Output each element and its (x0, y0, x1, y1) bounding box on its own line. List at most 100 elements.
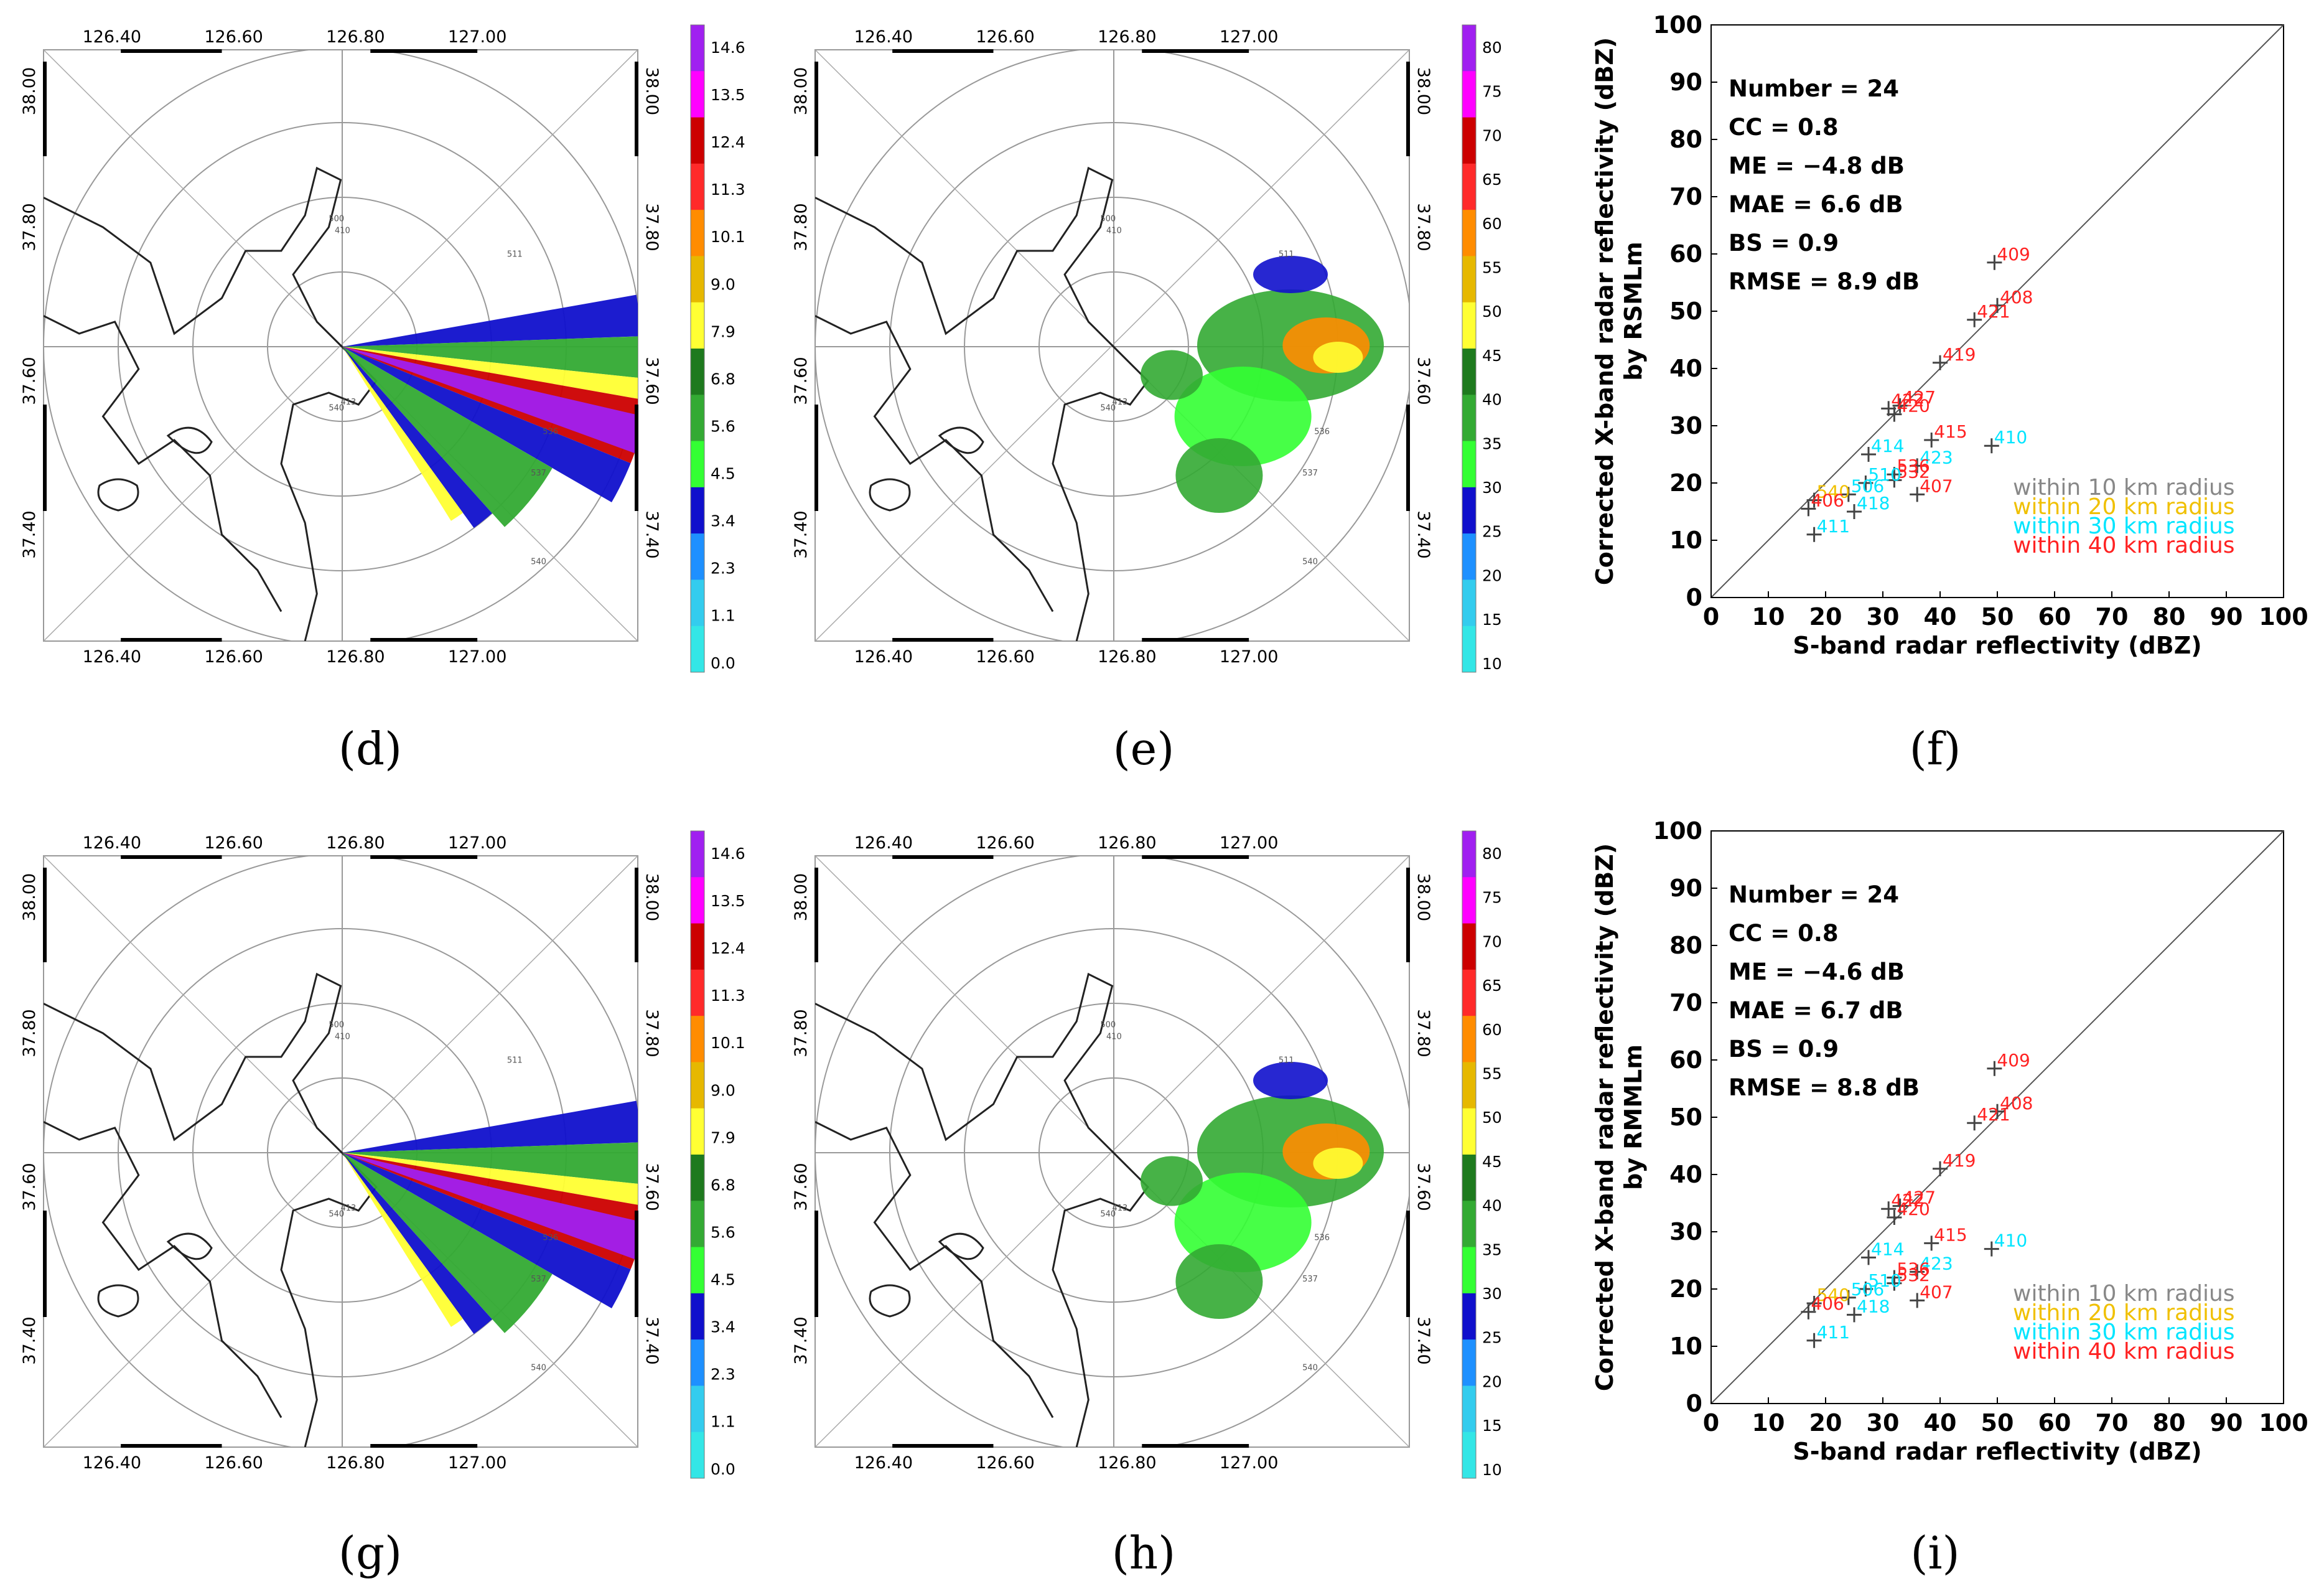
colorbar-segment (691, 349, 704, 395)
data-point-marker (1841, 487, 1856, 502)
colorbar-segment (1462, 210, 1476, 256)
data-point-marker (1858, 476, 1874, 490)
colorbar-tick-label: 20 (1482, 566, 1502, 584)
x-tick-label: 100 (2259, 603, 2308, 631)
lon-tick-top: 126.80 (326, 833, 385, 853)
lon-tick-bottom: 126.80 (1098, 1453, 1156, 1473)
map-panel-g: 500410540413511536537540126.40126.40126.… (20, 833, 661, 1473)
y-tick-label: 0 (1686, 584, 1702, 611)
lat-tick-right: 37.40 (1414, 510, 1433, 558)
data-point-label: 407 (1920, 1282, 1953, 1302)
y-tick-label: 10 (1669, 527, 1702, 554)
x-tick-label: 20 (1809, 603, 1842, 631)
site-label: 511 (507, 250, 523, 260)
x-tick-label: 30 (1867, 603, 1900, 631)
data-point-label: 536 (1897, 456, 1930, 476)
colorbar-segment (691, 1339, 704, 1386)
x-tick-label: 60 (2038, 1409, 2071, 1437)
stat-line: MAE = 6.6 dB (1729, 191, 1903, 218)
colorbar-segment (1462, 923, 1476, 970)
site-label: 511 (507, 1056, 523, 1066)
colorbar-segment (691, 877, 704, 924)
lon-tick-top: 127.00 (1220, 27, 1278, 47)
data-point-marker (1910, 1264, 1925, 1280)
lon-tick-bottom: 126.40 (854, 647, 913, 667)
colorbar-segment (691, 1108, 704, 1155)
site-label: 540 (531, 558, 546, 567)
data-point-marker (1910, 487, 1925, 502)
lon-tick-bottom: 126.60 (976, 1453, 1034, 1473)
y-tick-label: 40 (1669, 355, 1702, 382)
island (97, 478, 139, 512)
reflectivity-cell (1141, 1156, 1203, 1206)
legend-entry: within 30 km radius (2013, 513, 2235, 539)
colorbar-tick-label: 14.6 (711, 39, 745, 57)
colorbar-segment (1462, 1155, 1476, 1201)
colorbar-segment (691, 1247, 704, 1294)
pia-sector (342, 347, 631, 502)
colorbar-segment (1462, 626, 1476, 673)
lat-tick-left: 37.40 (791, 510, 811, 558)
colorbar-segment (691, 1432, 704, 1479)
legend-entry: within 20 km radius (2013, 494, 2235, 520)
lon-tick-top: 126.40 (83, 27, 141, 47)
data-point-marker (1933, 1161, 1948, 1176)
lon-tick-bottom: 126.40 (854, 1453, 913, 1473)
pia-sector (342, 1153, 553, 1333)
x-tick-label: 30 (1867, 1409, 1900, 1437)
colorbar-tick-label: 80 (1482, 39, 1502, 57)
colorbar-tick-label: 11.3 (711, 987, 745, 1005)
map-panel-d: 500410540413511536537540126.40126.40126.… (20, 27, 661, 667)
site-label: 537 (531, 1275, 546, 1284)
lat-tick-left: 37.60 (20, 1163, 39, 1211)
colorbar-tick-label: 2.3 (711, 1366, 735, 1384)
colorbar-tick-label: 11.3 (711, 180, 745, 199)
lat-tick-right: 37.80 (1414, 1009, 1433, 1057)
colorbar-segment (1462, 1339, 1476, 1386)
data-point-marker (1847, 1307, 1862, 1323)
colorbar-tick-label: 40 (1482, 1197, 1502, 1215)
coastline (815, 972, 1149, 1447)
y-tick-label: 100 (1653, 11, 1702, 39)
colorbar-tick-label: 40 (1482, 391, 1502, 409)
colorbar-segment (691, 626, 704, 673)
pia-sector (342, 1153, 638, 1270)
data-point-label: 421 (1977, 1104, 2010, 1125)
data-point-label: 423 (1920, 447, 1953, 467)
lon-tick-bottom: 126.40 (83, 1453, 141, 1473)
pia-sector (342, 1153, 631, 1308)
lon-tick-top: 126.40 (854, 833, 913, 853)
data-point-marker (1887, 1210, 1902, 1225)
colorbar-tick-label: 10.1 (711, 1034, 745, 1052)
stat-line: Number = 24 (1729, 881, 1899, 908)
data-point-marker (1990, 1104, 2005, 1119)
colorbar-segment (1462, 487, 1476, 534)
lat-tick-right: 37.40 (1414, 1316, 1433, 1364)
lat-tick-left: 37.60 (20, 357, 39, 405)
data-point-marker (1924, 433, 1939, 448)
pia-sector (342, 347, 638, 453)
colorbar-tick-label: 30 (1482, 1285, 1502, 1303)
data-point-marker (1801, 501, 1816, 517)
y-tick-label: 40 (1669, 1161, 1702, 1188)
data-point-marker (1806, 1296, 1822, 1311)
lon-tick-bottom: 126.80 (326, 647, 385, 667)
y-tick-label: 60 (1669, 1046, 1702, 1074)
lat-tick-right: 38.00 (1414, 67, 1433, 115)
reflectivity-cell (1175, 438, 1263, 513)
site-label: 540 (1100, 404, 1116, 413)
x-tick-label: 0 (1703, 603, 1719, 631)
colorbar-segment (1462, 163, 1476, 210)
data-point-label: 419 (1943, 1150, 1976, 1171)
colorbar-segment (1462, 395, 1476, 442)
lat-tick-left: 37.60 (791, 357, 811, 405)
island (166, 1232, 213, 1260)
x-tick-label: 70 (2096, 603, 2129, 631)
data-point-label: 409 (1997, 244, 2030, 265)
colorbar-dbz-h: 80 75 70 65 60 55 50 45 40 35 30 25 20 15 10 (1462, 830, 1502, 1479)
lon-tick-bottom: 127.00 (448, 1453, 506, 1473)
colorbar-segment (691, 395, 704, 442)
data-point-marker (1910, 458, 1925, 474)
colorbar-tick-label: 75 (1482, 889, 1502, 907)
